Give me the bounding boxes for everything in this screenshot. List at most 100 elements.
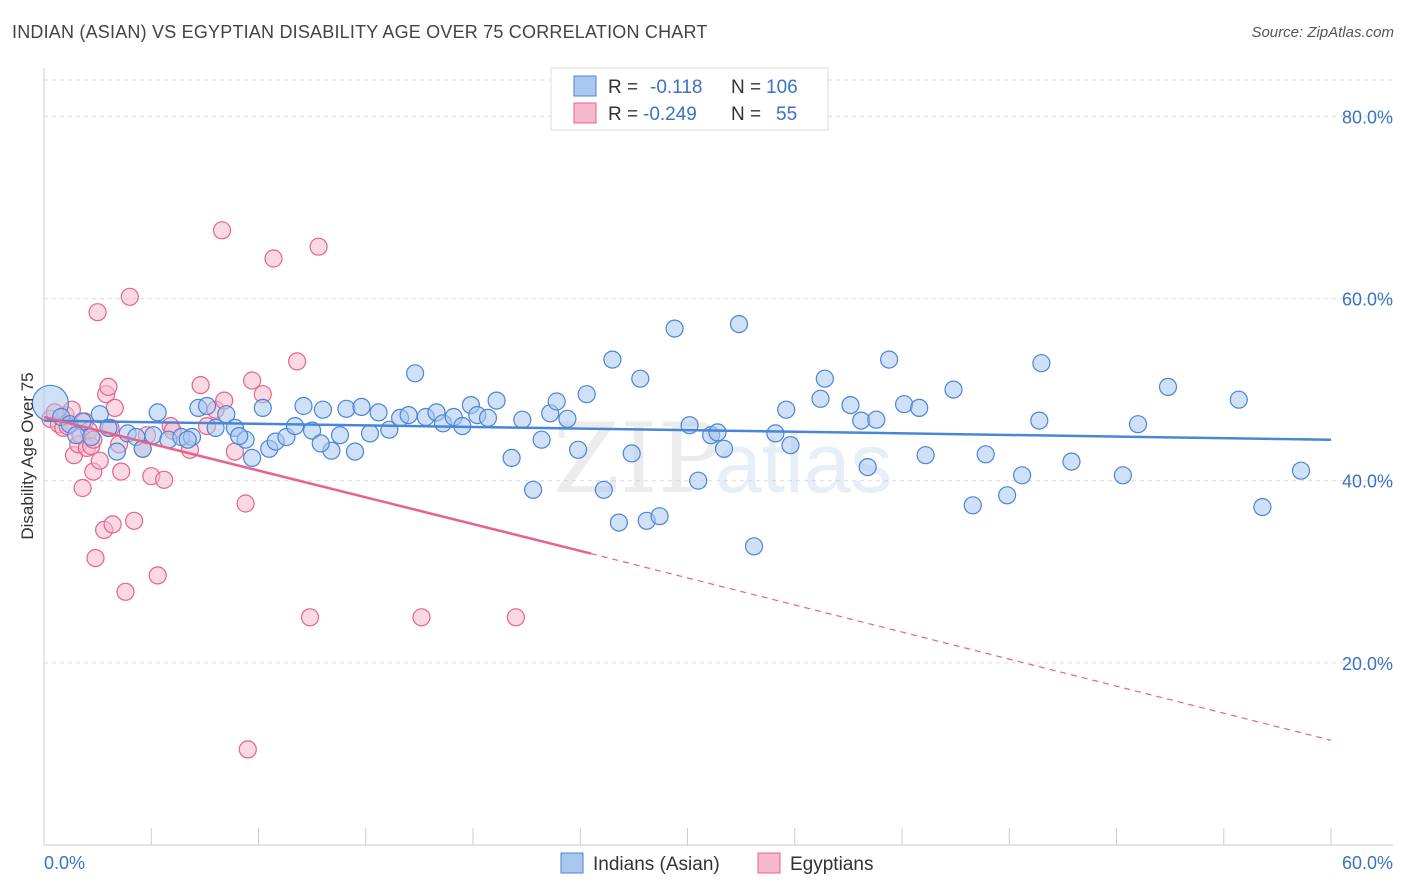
indians-point [577, 385, 596, 404]
indians-point [963, 496, 982, 515]
x-tick-label-min: 0.0% [44, 853, 85, 873]
indians-point [714, 439, 734, 458]
indians-point [631, 369, 650, 388]
egyptians-point [88, 303, 107, 322]
indians-point [547, 392, 566, 411]
legend-r-value-blue: -0.118 [650, 77, 702, 98]
indians-point [729, 315, 749, 334]
indians-point [976, 445, 995, 464]
indians-point [253, 398, 272, 417]
egyptians-point [73, 478, 92, 498]
egyptians-point [212, 221, 232, 240]
indians-point [532, 430, 551, 449]
indians-point [689, 471, 708, 490]
indians-point [243, 448, 262, 467]
egyptians-point [191, 376, 210, 395]
legend-r-label-pink: R = [608, 104, 638, 125]
indians-point [1032, 354, 1051, 373]
egyptians-points [41, 221, 526, 759]
indians-point [311, 434, 330, 453]
legend-n-value-blue: 106 [766, 77, 798, 98]
stats-legend: R = -0.118 N = 106 R = -0.249 N = 55 [550, 67, 829, 131]
egyptians-point [103, 515, 122, 534]
legend-r-value-pink: -0.249 [643, 104, 697, 125]
legend-r-label-blue: R = [608, 77, 638, 98]
indians-point [513, 410, 532, 429]
indians-point [67, 426, 86, 445]
egyptians-point [120, 287, 139, 306]
bottom-legend-label-blue: Indians (Asian) [593, 854, 720, 875]
chart-title: INDIAN (ASIAN) VS EGYPTIAN DISABILITY AG… [12, 22, 708, 42]
gridlines [44, 79, 1393, 664]
indians-point [178, 430, 197, 449]
legend-n-label-pink: N = [731, 104, 761, 125]
indians-point [781, 436, 800, 455]
egyptians-point [148, 566, 167, 585]
indians-point [916, 446, 935, 465]
indians-point [360, 424, 380, 443]
egyptians-trend-line [43, 415, 592, 555]
indians-point [1229, 390, 1248, 409]
y-tick-label: 40.0% [1342, 472, 1393, 492]
indians-point [603, 350, 622, 369]
indians-point [144, 426, 163, 445]
bottom-legend-swatch-pink [757, 852, 781, 874]
y-tick-label: 20.0% [1342, 654, 1393, 674]
y-tick-label: 60.0% [1342, 290, 1393, 310]
egyptians-point [236, 494, 255, 513]
indians-point [650, 507, 669, 526]
indians-point [352, 397, 371, 416]
indians-point [133, 439, 152, 458]
indians-point [609, 513, 629, 532]
indians-point [894, 395, 914, 414]
indians-point [1291, 461, 1311, 480]
indians-point [90, 405, 109, 424]
indians-point [313, 400, 332, 419]
indians-point [1062, 452, 1081, 471]
indians-point [487, 391, 506, 410]
legend-n-label-blue: N = [731, 77, 761, 98]
indians-point [944, 380, 963, 399]
indians-point [107, 442, 127, 461]
bottom-legend-swatch-blue [560, 852, 584, 874]
indians-point [910, 398, 929, 417]
indians-point [867, 410, 886, 429]
indians-point [303, 421, 322, 440]
egyptians-point [238, 740, 257, 759]
indians-point [1128, 415, 1148, 434]
axes [43, 68, 1393, 846]
indians-point [811, 389, 830, 408]
indians-point [1253, 498, 1272, 517]
series-legend: Indians (Asian) Egyptians [560, 852, 873, 875]
indians-point [879, 350, 899, 369]
indians-point [1113, 466, 1133, 485]
indians-point [1030, 411, 1049, 430]
y-axis-title: Disability Age Over 75 [18, 372, 37, 539]
egyptians-point [506, 608, 526, 627]
egyptians-point [125, 511, 144, 530]
indians-point [230, 427, 249, 446]
indians-point [858, 458, 877, 477]
indians-point [708, 423, 727, 442]
indians-point [369, 403, 388, 422]
indians-point [345, 442, 365, 461]
legend-swatch-blue [573, 75, 597, 97]
indians-point [766, 424, 785, 443]
indians-point [148, 403, 167, 422]
indians-point [744, 537, 764, 556]
egyptians-point [264, 249, 283, 268]
egyptians-point [155, 470, 174, 489]
indians-point [777, 400, 796, 419]
indians-point [399, 406, 418, 425]
egyptians-point [300, 608, 320, 627]
legend-n-value-pink: 55 [776, 104, 797, 125]
egyptians-point [99, 377, 118, 396]
indians-point [815, 369, 834, 388]
indians-point [1158, 377, 1178, 396]
trend-lines [43, 415, 1332, 741]
bottom-legend-label-pink: Egyptians [790, 854, 873, 875]
indians-point [852, 411, 871, 430]
indians-point [406, 364, 425, 383]
indians-point [568, 440, 588, 459]
